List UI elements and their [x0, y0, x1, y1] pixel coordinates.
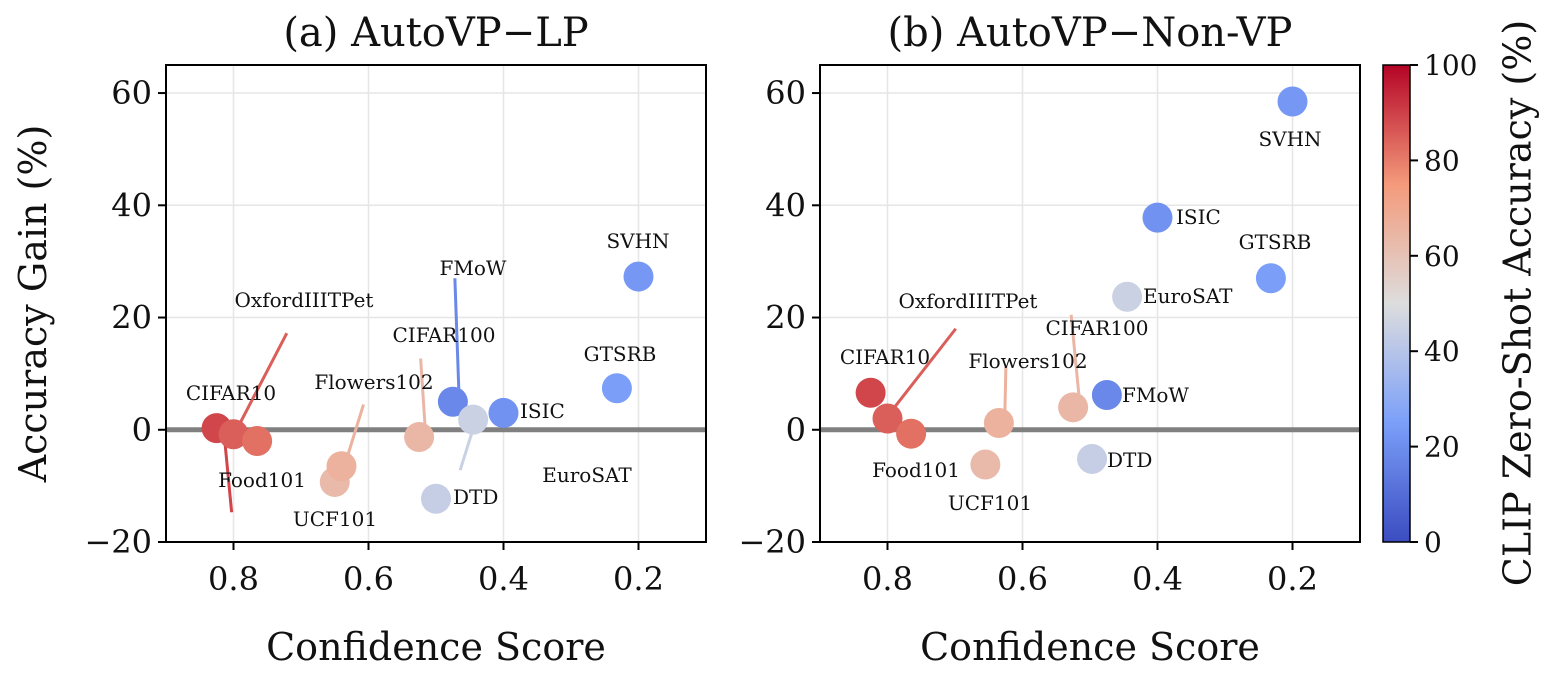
data-point-gtsrb: [601, 373, 632, 404]
point-label-cifar10: CIFAR10: [840, 345, 930, 369]
point-label-food101: Food101: [218, 468, 306, 492]
data-point-food101: [242, 425, 273, 456]
colorbar-tick-label: 0: [1424, 526, 1442, 559]
point-label-svhn: SVHN: [1258, 127, 1321, 151]
data-point-oxfordiiitpet: [218, 419, 249, 450]
point-label-flowers102: Flowers102: [968, 349, 1087, 373]
point-label-cifar100: CIFAR100: [1045, 316, 1148, 340]
y-tick-label: 20: [765, 299, 806, 337]
chart-title: (b) AutoVP−Non-VP: [888, 10, 1293, 56]
leader-line: [1069, 314, 1081, 398]
y-tick-label: 0: [786, 411, 806, 449]
data-point-eurosat: [1112, 281, 1143, 312]
y-tick-label: 0: [132, 411, 152, 449]
data-point-isic: [488, 397, 519, 428]
y-axis-label: Accuracy Gain (%): [11, 125, 55, 484]
point-label-gtsrb: GTSRB: [584, 342, 657, 366]
colorbar-tick-label: 20: [1424, 431, 1460, 464]
data-point-cifar100: [404, 422, 435, 453]
point-label-isic: ISIC: [1176, 205, 1221, 229]
leader-line: [419, 358, 427, 428]
data-point-dtd: [1077, 443, 1108, 474]
data-point-flowers102: [983, 408, 1014, 439]
panel-a: CIFAR10 OxfordIIITPet Food101 UCF101 Flowers…: [11, 10, 707, 669]
point-label-svhn: SVHN: [606, 229, 669, 253]
chart-title: (a) AutoVP−LP: [283, 10, 588, 56]
point-label-flowers102: Flowers102: [314, 370, 433, 394]
leader-line: [892, 327, 957, 410]
leader-line: [238, 332, 289, 425]
x-tick-label: 0.8: [208, 560, 259, 598]
x-tick-label: 0.2: [613, 560, 664, 598]
data-point-svhn: [1277, 86, 1308, 117]
axes-frame: [819, 64, 1361, 543]
point-label-cifar100: CIFAR100: [392, 323, 495, 347]
x-tick-label: 0.4: [478, 560, 529, 598]
y-tick-label: 40: [765, 186, 806, 224]
x-axis-label: Confidence Score: [266, 625, 606, 669]
point-label-dtd: DTD: [453, 485, 498, 509]
y-tick-label: 40: [111, 186, 152, 224]
data-point-ucf101: [970, 449, 1001, 480]
colorbar-tick-label: 80: [1424, 144, 1460, 177]
y-tick-label: −20: [84, 523, 152, 561]
leader-line: [346, 404, 365, 457]
colorbar-gradient: [1382, 64, 1411, 543]
point-label-gtsrb: GTSRB: [1239, 230, 1312, 254]
y-tick-label: 60: [765, 74, 806, 112]
data-point-isic: [1142, 202, 1173, 233]
leader-line: [1003, 366, 1008, 414]
data-point-fmow: [1091, 379, 1122, 410]
point-label-oxfordiiitpet: OxfordIIITPet: [899, 289, 1038, 313]
point-label-ucf101: UCF101: [293, 507, 377, 531]
data-point-dtd: [421, 483, 451, 514]
colorbar-tick-label: 100: [1424, 49, 1477, 82]
leader-line: [453, 278, 461, 392]
point-label-fmow: FMoW: [440, 256, 507, 280]
data-point-cifar10: [855, 377, 886, 408]
x-tick-label: 0.8: [862, 560, 913, 598]
colorbar-tick-label: 40: [1424, 335, 1460, 368]
x-tick-label: 0.4: [1132, 560, 1183, 598]
data-point-eurosat: [458, 404, 489, 435]
data-point-cifar100: [1058, 392, 1089, 423]
point-label-eurosat: EuroSAT: [1143, 284, 1233, 308]
point-label-dtd: DTD: [1107, 448, 1152, 472]
point-label-fmow: FMoW: [1122, 383, 1189, 407]
point-label-eurosat: EuroSAT: [542, 463, 632, 487]
x-axis-label: Confidence Score: [920, 625, 1260, 669]
y-tick-label: 20: [111, 299, 152, 337]
x-tick-label: 0.6: [343, 560, 394, 598]
point-label-ucf101: UCF101: [948, 491, 1032, 515]
colorbar: 0 20 40 60 80 100 CLIP Zero-Shot Accuracy (%): [1382, 20, 1540, 586]
data-point-svhn: [623, 261, 654, 292]
data-point-gtsrb: [1255, 263, 1286, 294]
data-point-fmow: [437, 386, 468, 417]
y-tick-label: −20: [738, 523, 806, 561]
point-label-food101: Food101: [872, 458, 960, 482]
data-point-flowers102: [326, 451, 357, 482]
colorbar-label: CLIP Zero-Shot Accuracy (%): [1496, 20, 1540, 586]
colorbar-ticks: 0 20 40 60 80 100: [1410, 49, 1477, 559]
y-tick-label: 60: [111, 74, 152, 112]
axes-frame: [165, 64, 707, 543]
x-tick-label: 0.2: [1267, 560, 1318, 598]
point-label-isic: ISIC: [520, 399, 565, 423]
data-point-oxfordiiitpet: [872, 403, 903, 434]
panel-b: CIFAR10 OxfordIIITPet Food101 UCF101 Flowers…: [738, 10, 1361, 669]
data-point-food101: [896, 418, 927, 449]
point-label-cifar10: CIFAR10: [186, 381, 276, 405]
colorbar-tick-label: 60: [1424, 240, 1460, 273]
point-label-oxfordiiitpet: OxfordIIITPet: [235, 288, 374, 312]
x-tick-label: 0.6: [997, 560, 1048, 598]
